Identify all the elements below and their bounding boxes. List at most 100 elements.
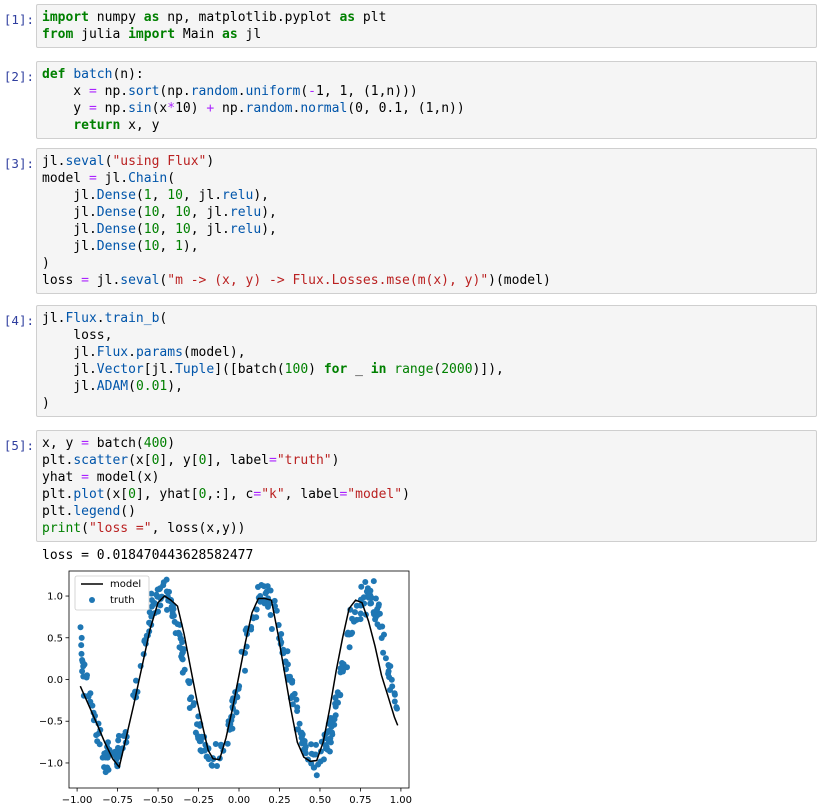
- code-input[interactable]: x, y = batch(400) plt.scatter(x[0], y[0],…: [36, 430, 817, 542]
- scatter-point: [367, 587, 374, 594]
- scatter-point: [112, 748, 118, 755]
- code-line: jl.Dense(1, 10, jl.relu),: [42, 188, 270, 203]
- scatter-point: [94, 738, 101, 745]
- code-line: plt.legend(): [42, 504, 136, 519]
- scatter-point: [179, 656, 186, 663]
- cell-prompt: [5]:: [3, 438, 34, 453]
- scatter-point: [332, 694, 339, 701]
- scatter-point: [192, 729, 199, 736]
- x-tick-label: −0.75: [102, 795, 133, 806]
- scatter-point: [153, 591, 160, 598]
- legend-truth-swatch: [89, 597, 95, 603]
- scatter-point: [349, 615, 356, 622]
- scatter-point: [267, 587, 274, 594]
- scatter-point: [391, 698, 398, 705]
- scatter-point: [326, 748, 333, 755]
- scatter-point: [171, 618, 178, 625]
- scatter-point: [78, 634, 85, 641]
- scatter-point: [212, 741, 219, 747]
- code-line: return x, y: [73, 118, 160, 133]
- scatter-point: [253, 606, 260, 613]
- code-input[interactable]: import numpy as np, matplotlib.pyplot as…: [36, 4, 817, 48]
- scatter-point: [163, 588, 170, 595]
- scatter-point: [385, 670, 392, 677]
- scatter-point: [349, 629, 356, 636]
- code-line: jl.Vector[jl.Tuple]([batch(100) for _ in…: [42, 362, 504, 377]
- scatter-point: [334, 689, 341, 696]
- y-tick-label: 0.5: [47, 633, 63, 644]
- scatter-point: [242, 667, 248, 674]
- scatter-point: [273, 607, 280, 614]
- legend: model truth: [74, 575, 150, 611]
- x-tick-label: 0.25: [268, 795, 290, 806]
- scatter-point: [93, 732, 100, 739]
- code-input[interactable]: def batch(n): x = np.sort(np.random.unif…: [36, 61, 817, 139]
- legend-model-label: model: [110, 579, 141, 590]
- scatter-point: [179, 669, 186, 676]
- scatter-point: [179, 639, 186, 646]
- chart: −1.0 −0.5 0.0 0.5 1.0 −1.00 −0.75 −0.50 −0.25 0.…: [39, 570, 412, 806]
- scatter-point: [141, 637, 148, 644]
- code-line: jl.ADAM(0.01),: [42, 379, 183, 394]
- cell-prompt: [3]:: [3, 156, 34, 171]
- code-line: ): [42, 256, 50, 271]
- scatter-point: [357, 610, 364, 617]
- x-tick-label: 0.50: [309, 795, 331, 806]
- code-line: def batch(n):: [42, 67, 144, 82]
- scatter-point: [148, 597, 155, 604]
- scatter-point: [157, 602, 164, 609]
- code-line: jl.Dense(10, 10, jl.relu),: [42, 205, 277, 220]
- scatter-point: [267, 612, 274, 618]
- loss-output: loss = 0.018470443628582477: [42, 548, 254, 563]
- scatter-point: [310, 764, 317, 771]
- scatter-point: [370, 578, 377, 585]
- scatter-point: [150, 601, 157, 608]
- scatter-point: [176, 631, 183, 638]
- cell-prompt: [2]:: [3, 69, 34, 84]
- code-input[interactable]: jl.Flux.train_b( loss, jl.Flux.params(mo…: [36, 305, 817, 417]
- scatter-point: [328, 723, 335, 730]
- scatter-point: [164, 606, 170, 613]
- scatter-point: [320, 756, 327, 763]
- scatter-point: [294, 708, 301, 714]
- x-tick-label: 1.00: [390, 795, 412, 806]
- scatter-point: [334, 699, 341, 706]
- scatter-point: [103, 749, 110, 756]
- cell-prompt: [1]:: [3, 12, 34, 27]
- code-line: print("loss =", loss(x,y)): [42, 521, 246, 536]
- scatter-point: [291, 690, 298, 697]
- scatter-point: [201, 747, 208, 754]
- scatter-point: [233, 709, 240, 716]
- scatter-point: [329, 729, 335, 736]
- scatter-point: [188, 694, 195, 701]
- scatter-point: [169, 613, 176, 620]
- code-line: jl.Dense(10, 10, jl.relu),: [42, 222, 277, 237]
- scatter-point: [205, 756, 212, 763]
- scatter-point: [78, 642, 85, 649]
- scatter-point: [293, 696, 300, 703]
- scatter-point: [308, 750, 315, 757]
- scatter-point: [178, 645, 185, 652]
- scatter-point: [105, 739, 111, 746]
- scatter-point: [297, 730, 304, 737]
- x-tick-label: −0.25: [183, 795, 214, 806]
- code-input[interactable]: jl.seval("using Flux") model = jl.Chain( …: [36, 148, 817, 294]
- y-tick-label: 1.0: [47, 592, 63, 603]
- scatter-point: [185, 678, 192, 685]
- scatter-point: [89, 702, 96, 709]
- scatter-point: [289, 677, 296, 684]
- code-line: ): [42, 396, 50, 411]
- scatter-point: [358, 583, 365, 590]
- scatter-point: [214, 763, 220, 769]
- scatter-point: [327, 735, 334, 742]
- scatter-point: [331, 716, 338, 723]
- code-line: import numpy as np, matplotlib.pyplot as…: [42, 10, 387, 25]
- scatter-point: [79, 668, 86, 675]
- scatter-point: [372, 616, 379, 623]
- scatter-point: [339, 660, 345, 666]
- scatter-point: [346, 644, 353, 651]
- scatter-point: [229, 725, 236, 732]
- scatter-point: [296, 720, 303, 727]
- scatter-point: [148, 590, 155, 597]
- scatter-point: [77, 624, 84, 631]
